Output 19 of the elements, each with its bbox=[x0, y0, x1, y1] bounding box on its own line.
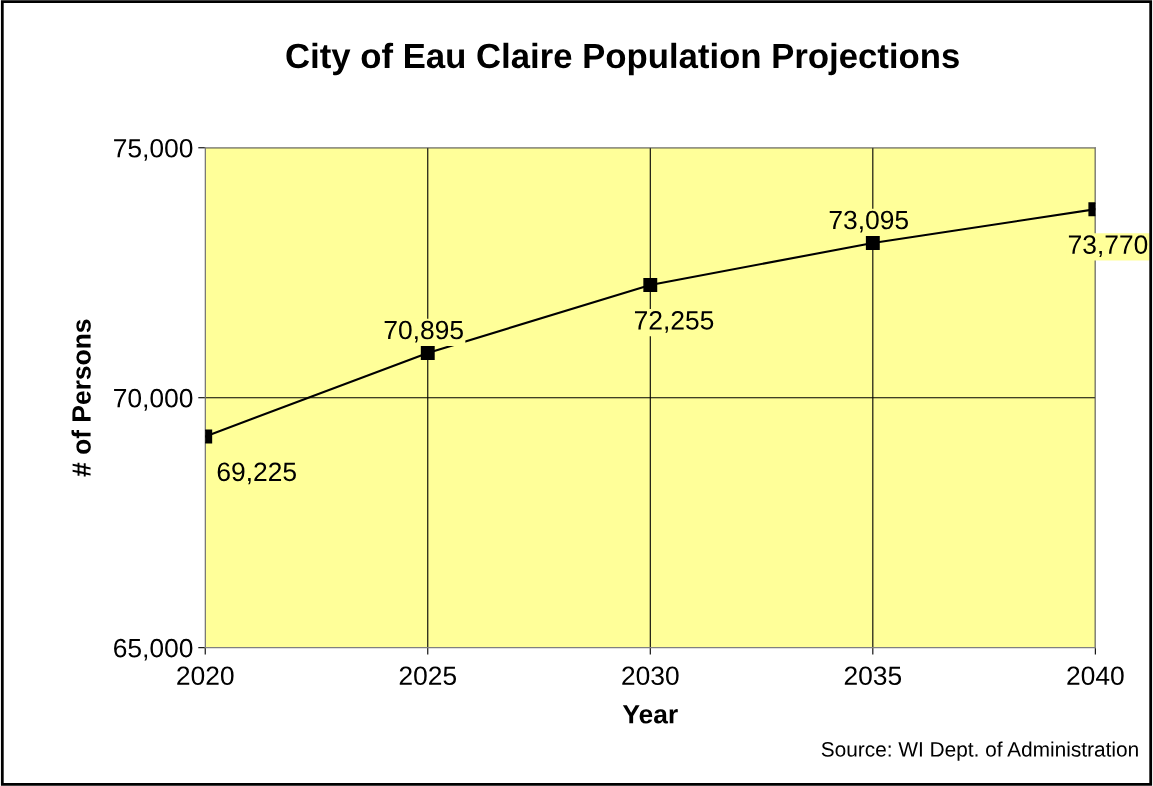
x-tick-label: 2025 bbox=[399, 666, 457, 686]
x-tick-label: 2035 bbox=[844, 666, 902, 686]
x-tick-label: 2030 bbox=[622, 666, 679, 686]
data-label: 70,895 bbox=[384, 320, 463, 343]
data-label: 73,770 bbox=[1068, 235, 1148, 258]
y-tick-label: 75,000 bbox=[114, 138, 193, 161]
y-tick-label: 70,000 bbox=[114, 388, 193, 411]
point bbox=[865, 236, 880, 250]
chart-title: City of Eau Claire Population Projections bbox=[286, 42, 959, 76]
point bbox=[643, 278, 658, 292]
y-axis-title: # of Persons bbox=[71, 319, 91, 477]
source-note: Source: WI Dept. of Administration bbox=[821, 741, 1138, 761]
data-label: 72,255 bbox=[634, 311, 714, 333]
y-tick-label: 65,000 bbox=[114, 638, 193, 661]
x-axis-title: Year bbox=[622, 705, 678, 724]
x-tick-label: 2040 bbox=[1067, 666, 1124, 686]
data-label: 73,095 bbox=[829, 210, 908, 233]
data-label: 69,225 bbox=[217, 462, 296, 485]
x-tick-label: 2020 bbox=[177, 666, 234, 686]
